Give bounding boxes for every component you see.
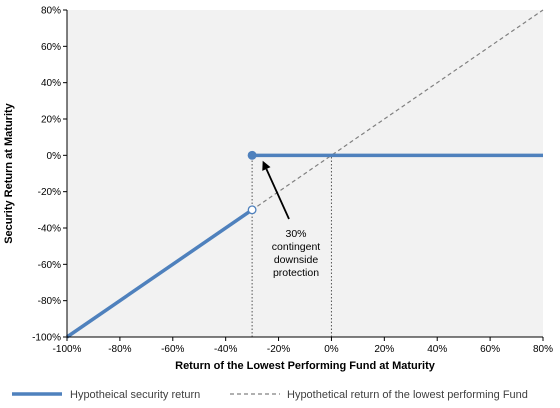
- x-tick-label: -100%: [53, 344, 82, 355]
- y-tick-label: 60%: [41, 42, 61, 53]
- x-tick-label: 0%: [324, 344, 339, 355]
- y-tick-label: -100%: [32, 333, 61, 344]
- y-tick-label: 40%: [41, 78, 61, 89]
- annotation-text-line: downside: [274, 254, 319, 266]
- x-tick-label: 20%: [374, 344, 394, 355]
- fund-return-line: [66, 9, 544, 338]
- x-tick-label: -20%: [267, 344, 290, 355]
- legend-label-fund-return: Hypothetical return of the lowest perfor…: [287, 389, 528, 401]
- x-tick-label: -80%: [108, 344, 131, 355]
- y-tick-label: -40%: [38, 224, 61, 235]
- y-axis-title: Security Return at Maturity: [3, 102, 15, 243]
- annotation-arrow: [265, 168, 290, 220]
- x-tick-label: -40%: [214, 344, 237, 355]
- annotation-arrowhead: [262, 160, 271, 171]
- annotation-text-line: contingent: [272, 241, 321, 253]
- y-tick-label: 80%: [41, 6, 61, 17]
- y-tick-label: -20%: [38, 187, 61, 198]
- annotation-text-line: 30%: [285, 228, 306, 240]
- x-axis-title: Return of the Lowest Performing Fund at …: [175, 360, 436, 372]
- series-lines: [66, 9, 544, 339]
- legend: Hypotheical security return Hypothetical …: [12, 389, 528, 401]
- annotation-text-line: protection: [273, 267, 319, 279]
- axes: [66, 10, 543, 338]
- open-marker: [247, 205, 257, 215]
- y-tick-label: 20%: [41, 115, 61, 126]
- y-axis-ticks: 80% 60% 40% 20% 0% -20% -40% -60% -80% -100%: [32, 6, 67, 344]
- x-tick-label: 60%: [480, 344, 500, 355]
- filled-marker: [247, 150, 257, 160]
- y-tick-label: -60%: [38, 260, 61, 271]
- legend-label-security-return: Hypotheical security return: [70, 389, 200, 401]
- y-tick-label: -80%: [38, 296, 61, 307]
- y-tick-label: 0%: [47, 151, 62, 162]
- x-tick-label: 80%: [533, 344, 553, 355]
- x-tick-label: -60%: [161, 344, 184, 355]
- security-return-segment-0: [66, 208, 254, 339]
- x-tick-label: 40%: [427, 344, 447, 355]
- reference-lines: [251, 155, 332, 337]
- x-axis-ticks: -100% -80% -60% -40% -20% 0% 20% 40% 60% 80%: [53, 337, 553, 355]
